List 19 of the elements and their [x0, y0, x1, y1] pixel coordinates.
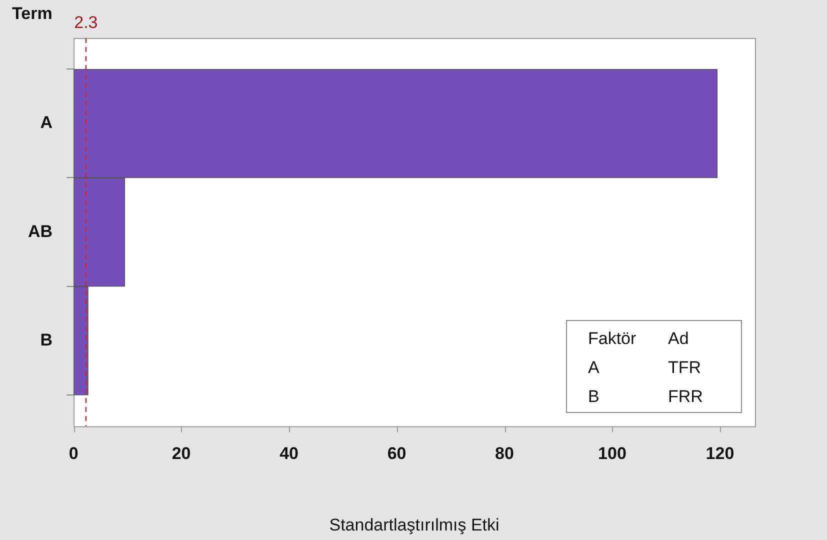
x-axis-title: Standartlaştırılmış Etki: [329, 515, 500, 534]
x-tick-label: 0: [68, 444, 78, 464]
annotation: TFR: [668, 356, 702, 379]
annotation: A: [588, 356, 600, 379]
y-tick-label: AB: [28, 222, 53, 241]
y-tick-label: B: [40, 330, 53, 350]
x-tick-label: 100: [598, 444, 626, 464]
annotation: FRR: [668, 386, 704, 408]
x-tick-label: 60: [387, 444, 406, 464]
y-axis-title: Term: [12, 4, 52, 24]
x-tick-label: 20: [172, 444, 191, 464]
x-tick-label: 40: [280, 444, 298, 464]
x-tick-label: 80: [495, 444, 514, 464]
x-tick-label: 120: [706, 444, 734, 464]
y-tick-label: A: [40, 113, 53, 132]
annotation: Faktör: [588, 328, 638, 350]
annotation: Ad: [668, 328, 690, 350]
ref-line-label: 2.3: [74, 13, 98, 32]
annotation: B: [588, 386, 600, 408]
